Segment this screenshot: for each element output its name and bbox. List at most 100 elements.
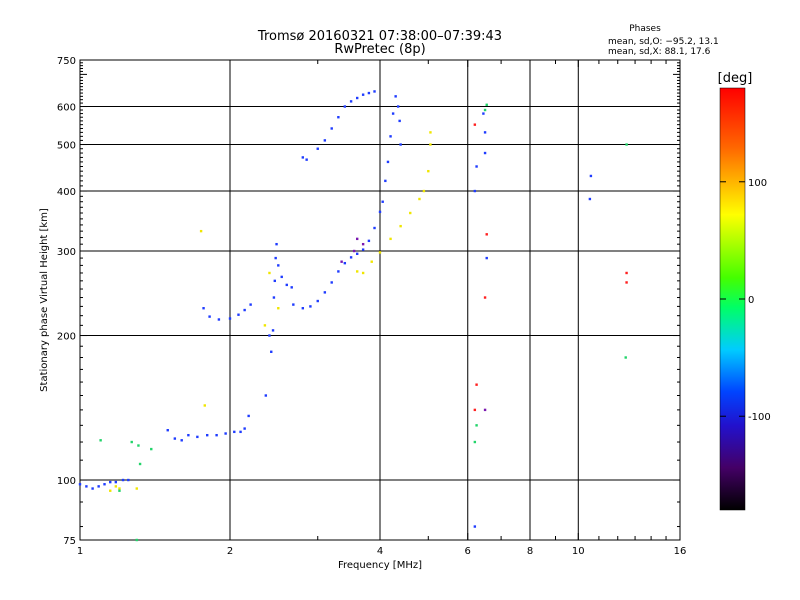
data-point <box>340 260 343 263</box>
data-point <box>337 116 340 119</box>
data-point <box>427 169 430 173</box>
data-point <box>473 123 477 126</box>
data-point <box>473 525 477 528</box>
data-point <box>355 270 359 273</box>
data-point <box>268 271 271 275</box>
data-point <box>97 485 100 488</box>
data-point <box>473 408 477 412</box>
data-point <box>199 229 203 233</box>
data-point <box>361 271 365 275</box>
data-point <box>305 158 308 161</box>
data-point <box>239 430 242 434</box>
data-point <box>316 147 319 150</box>
data-point <box>367 91 371 95</box>
data-point <box>249 303 252 306</box>
x-axis-label: Frequency [MHz] <box>338 560 422 571</box>
data-point <box>429 131 432 134</box>
data-point <box>475 165 478 168</box>
data-point <box>378 251 382 254</box>
y-tick-label: 600 <box>57 103 76 114</box>
data-point <box>277 264 280 267</box>
data-point <box>237 313 240 316</box>
data-point <box>99 439 102 442</box>
data-point <box>394 95 397 98</box>
data-point <box>355 252 359 256</box>
data-point <box>343 105 347 108</box>
colorbar-tick-label: 0 <box>748 295 754 306</box>
data-point <box>205 433 209 437</box>
data-point <box>355 237 359 241</box>
data-point <box>274 256 277 260</box>
x-tick-labels: 1 2 4 6 8 10 16 <box>77 546 687 557</box>
data-point <box>352 249 356 253</box>
data-point <box>625 271 628 275</box>
data-point <box>280 275 283 279</box>
data-point <box>396 105 400 108</box>
data-point <box>277 307 280 310</box>
x-tick-label: 16 <box>674 546 687 557</box>
y-tick-label: 75 <box>63 536 76 547</box>
grid-lines <box>80 60 680 540</box>
data-point <box>233 430 236 434</box>
y-axis-label: Stationary phase Virtual Height [km] <box>39 208 50 392</box>
data-point <box>483 408 487 412</box>
data-point <box>370 260 373 263</box>
colorbar-tick-label: 100 <box>748 178 767 189</box>
data-point <box>208 315 211 318</box>
data-point <box>323 139 327 142</box>
data-point <box>127 478 130 482</box>
data-point <box>316 299 319 303</box>
data-point <box>121 478 125 482</box>
data-point <box>485 233 488 236</box>
data-point <box>215 433 218 437</box>
x-tick-label: 4 <box>377 546 383 557</box>
data-point <box>485 103 488 106</box>
data-point <box>625 143 628 146</box>
y-tick-label: 300 <box>57 247 76 258</box>
data-point <box>243 308 246 312</box>
data-point <box>398 119 401 123</box>
data-point <box>323 291 327 294</box>
data-point <box>166 429 169 432</box>
data-point <box>624 356 627 359</box>
data-point <box>118 487 121 490</box>
data-point <box>137 444 140 447</box>
data-point <box>389 135 392 138</box>
data-point <box>228 317 232 320</box>
data-point <box>418 197 421 201</box>
data-point <box>330 281 333 284</box>
y-tick-label: 200 <box>57 332 76 343</box>
data-point <box>399 224 402 228</box>
data-point <box>271 329 275 332</box>
y-tick-label: 750 <box>57 56 76 67</box>
data-point <box>483 296 487 299</box>
data-point <box>270 350 273 353</box>
data-point <box>285 283 288 287</box>
data-point <box>422 189 426 193</box>
data-point <box>475 424 478 427</box>
data-point <box>114 480 118 484</box>
data-point <box>135 538 138 542</box>
stats-header: Phases <box>629 24 661 34</box>
data-point <box>292 303 295 306</box>
data-point <box>264 394 268 397</box>
data-point <box>150 447 153 451</box>
data-point <box>268 334 271 337</box>
data-point <box>138 462 142 466</box>
stats-line-o: mean, sd,O: −95.2, 13.1 <box>608 37 719 47</box>
data-point <box>135 487 138 490</box>
data-point <box>389 237 392 241</box>
colorbar-tick-label: -100 <box>748 412 771 423</box>
data-point <box>309 305 312 308</box>
stats-line-x: mean, sd,X: 88.1, 17.6 <box>608 47 711 57</box>
data-point <box>391 112 395 115</box>
data-point <box>118 489 121 492</box>
data-point <box>355 96 359 100</box>
data-point <box>109 480 112 484</box>
x-tick-label: 8 <box>527 546 533 557</box>
data-point <box>301 156 305 159</box>
x-tick-label: 6 <box>465 546 471 557</box>
data-point <box>114 485 118 488</box>
data-point <box>301 307 305 310</box>
data-point <box>485 256 488 260</box>
